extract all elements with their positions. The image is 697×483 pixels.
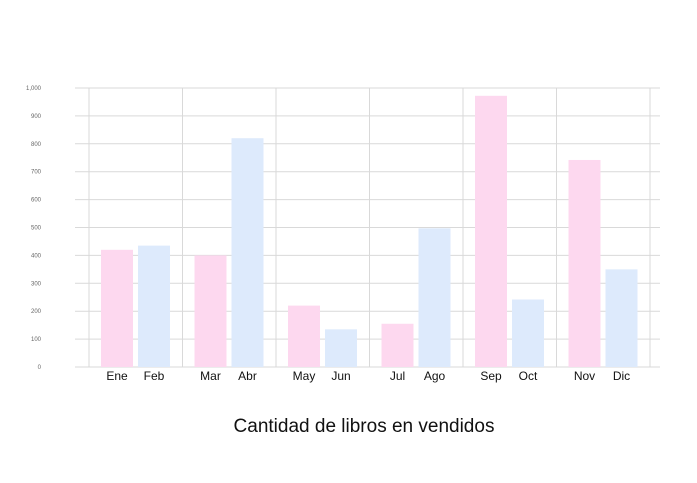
bar-sep [475,95,507,367]
bar-ene [101,249,133,367]
x-tick-label-jun: Jun [331,369,350,383]
x-tick-label-mar: Mar [200,369,221,383]
bar-mar [194,255,227,367]
bar-abr [231,138,264,367]
x-tick-label-abr: Abr [238,369,257,383]
y-tick-label: 600 [31,198,42,204]
y-axis: 0 100 200 300 400 500 600 700 800 900 1,000 [26,86,42,371]
x-tick-label-sep: Sep [480,369,502,383]
x-tick-label-ene: Ene [106,369,128,383]
y-tick-label: 100 [31,337,42,343]
y-tick-label: 900 [31,114,42,120]
x-tick-label-nov: Nov [574,369,595,383]
y-tick-label: 300 [31,281,42,287]
y-tick-label: 400 [31,253,42,259]
x-tick-label-ago: Ago [424,369,446,383]
chart-grid [75,87,660,368]
bar-feb [138,245,170,367]
y-tick-label: 500 [31,226,42,232]
x-tick-label-jul: Jul [390,369,405,383]
y-tick-label: 800 [31,142,42,148]
bar-jul [381,323,414,367]
bar-ago [418,228,451,367]
y-tick-label: 1,000 [26,86,42,92]
x-tick-label-oct: Oct [519,369,538,383]
bar-may [288,305,320,367]
bar-oct [512,299,544,367]
chart-title: Cantidad de libros en vendidos [234,416,495,437]
x-tick-label-dic: Dic [613,369,630,383]
bar-jun [325,329,357,367]
x-tick-label-may: May [293,369,316,383]
x-tick-label-feb: Feb [144,369,165,383]
bar-nov [568,159,601,367]
y-tick-label: 0 [38,365,42,371]
y-tick-label: 200 [31,309,42,315]
y-tick-label: 700 [31,170,42,176]
bars [101,95,638,367]
x-axis: Ene Feb Mar Abr May Jun Jul Ago Sep Oct Nov Dic [106,369,630,383]
bar-dic [605,269,638,367]
